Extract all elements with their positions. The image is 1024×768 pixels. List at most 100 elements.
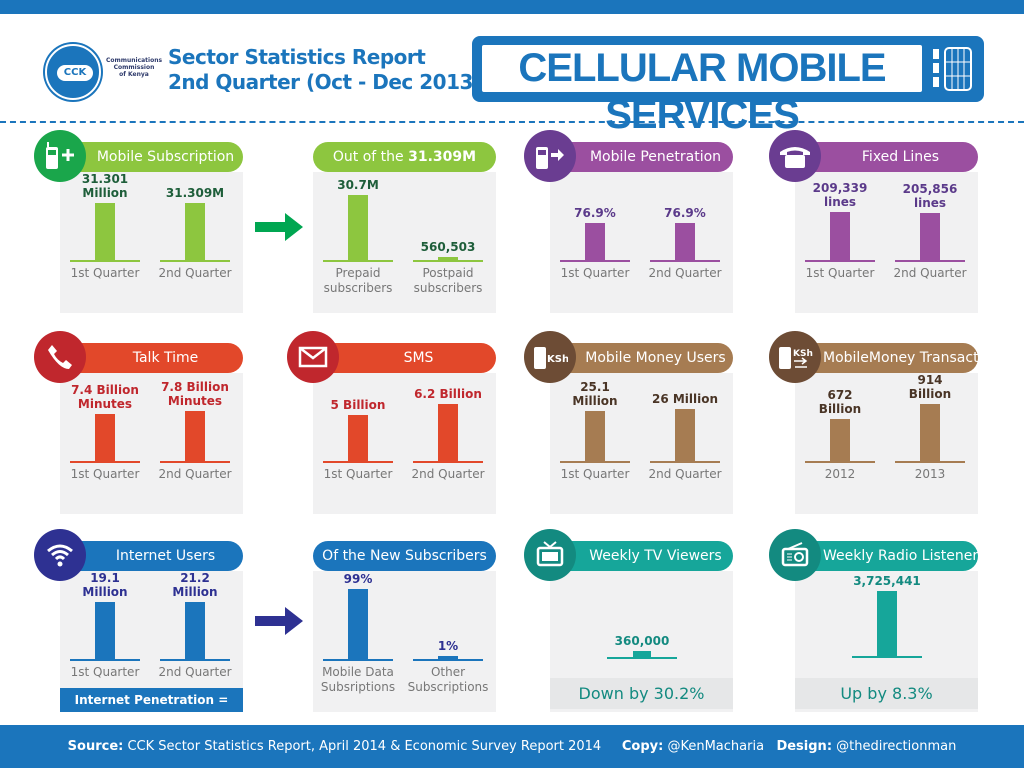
panel-card: 30.7M Prepaid subscribers 560,503 Postpaid … bbox=[313, 172, 496, 313]
panel-sms: SMS 5 Billion 1st Quarter 6.2 Billion 2nd Qu… bbox=[287, 331, 496, 518]
category-label: 2nd Quarter bbox=[158, 665, 232, 679]
baseline bbox=[650, 260, 720, 262]
category-label: 2nd Quarter bbox=[893, 266, 967, 280]
cck-logo: CCK bbox=[45, 44, 101, 100]
panel-header: Mobile Subscription bbox=[60, 142, 243, 172]
panel-weekly-tv-viewers: Weekly TV Viewers 360,000 Down by 30.2% bbox=[524, 529, 733, 716]
baseline bbox=[852, 656, 922, 658]
bar-group: 914 Billion bbox=[895, 373, 965, 463]
baseline bbox=[323, 461, 393, 463]
category-label: 1st Quarter bbox=[560, 266, 630, 280]
bar bbox=[830, 212, 850, 260]
data-label: 6.2 Billion bbox=[414, 387, 482, 401]
bar-group: 672 Billion bbox=[805, 373, 875, 463]
footer: Source: CCK Sector Statistics Report, Ap… bbox=[0, 725, 1024, 768]
panel-card: 209,339 lines 1st Quarter 205,856 lines 2nd… bbox=[795, 172, 978, 313]
panel-card: 19.1 Million 1st Quarter 21.2 Million 2nd Q… bbox=[60, 571, 243, 731]
bar-group: 560,503 bbox=[413, 172, 483, 262]
panel-out-of-the: Out of the 31.309M 30.7M Prepaid subscribe… bbox=[313, 142, 496, 317]
copy-credit: @KenMacharia bbox=[667, 739, 765, 754]
baseline bbox=[70, 260, 140, 262]
panel-header: Mobile Penetration bbox=[550, 142, 733, 172]
change-summary: Down by 30.2% bbox=[550, 678, 733, 709]
tv-icon bbox=[524, 529, 576, 581]
category-label: 2013 bbox=[914, 467, 946, 481]
report-title: Sector Statistics Report 2nd Quarter (Oc… bbox=[168, 45, 482, 95]
category-label: Postpaid subscribers bbox=[413, 266, 483, 295]
baseline bbox=[650, 461, 720, 463]
panel-fixed-lines: Fixed Lines 209,339 lines 1st Quarter 205,8… bbox=[769, 130, 978, 317]
data-label: 76.9% bbox=[574, 206, 616, 220]
baseline bbox=[70, 461, 140, 463]
bar bbox=[185, 602, 205, 660]
baseline bbox=[323, 260, 393, 262]
panel-header: Fixed Lines bbox=[795, 142, 978, 172]
panel-header: Talk Time bbox=[60, 343, 243, 373]
data-label: 3,725,441 bbox=[853, 574, 921, 588]
panel-title: Mobile Penetration bbox=[589, 149, 722, 165]
data-label: 205,856 lines bbox=[902, 182, 958, 210]
arrow-right-icon bbox=[255, 213, 303, 241]
panel-card: 31.301 Million 1st Quarter 31.309M 2nd Quar… bbox=[60, 172, 243, 313]
bar bbox=[95, 602, 115, 659]
baseline bbox=[560, 260, 630, 262]
panel-header: Weekly Radio Listeners bbox=[795, 541, 985, 571]
bar-group: 1% bbox=[413, 571, 483, 661]
bar-group: 26 Million bbox=[650, 373, 720, 463]
internet-penetration: Internet Penetration = 52.3% bbox=[60, 688, 243, 731]
bar bbox=[95, 414, 115, 461]
category-label: 1st Quarter bbox=[560, 467, 630, 481]
category-label: Other Subscriptions bbox=[407, 665, 489, 694]
bar-group: 209,339 lines bbox=[805, 172, 875, 262]
mobile-arrow-icon bbox=[524, 130, 576, 182]
panel-title: Mobile Money Users bbox=[585, 350, 726, 366]
bar-group: 7.4 Billion Minutes bbox=[70, 373, 140, 463]
logo-caption: Communications Commission of Kenya bbox=[105, 57, 163, 78]
category-label: 1st Quarter bbox=[70, 266, 140, 280]
bar bbox=[438, 404, 458, 461]
svg-text:KSh: KSh bbox=[547, 354, 568, 365]
data-label: 99% bbox=[343, 572, 373, 586]
panel-header: SMS bbox=[313, 343, 496, 373]
bar-group: 5 Billion bbox=[323, 373, 393, 463]
baseline bbox=[413, 260, 483, 262]
data-label: 25.1 Million bbox=[572, 380, 618, 408]
baseline bbox=[70, 659, 140, 661]
category-label: 1st Quarter bbox=[323, 467, 393, 481]
data-label: 31.301 Million bbox=[81, 172, 129, 200]
data-label: 7.4 Billion Minutes bbox=[71, 383, 139, 411]
data-label: 30.7M bbox=[337, 178, 379, 192]
panel-title: Weekly TV Viewers bbox=[589, 548, 722, 564]
svg-text:KSh: KSh bbox=[793, 349, 813, 359]
bar bbox=[438, 656, 458, 659]
panel-title: Talk Time bbox=[132, 350, 199, 366]
change-summary: Up by 8.3% bbox=[795, 678, 978, 709]
title-line-1: Sector Statistics Report bbox=[168, 45, 426, 69]
data-label: 21.2 Million bbox=[172, 571, 218, 599]
bar bbox=[585, 411, 605, 461]
bar-group: 21.2 Million bbox=[160, 571, 230, 661]
bar-group: 6.2 Billion bbox=[413, 373, 483, 463]
data-label: 360,000 bbox=[614, 634, 670, 648]
design-credit: @thedirectionman bbox=[836, 739, 957, 754]
baseline bbox=[413, 461, 483, 463]
logo-text: CCK bbox=[57, 65, 93, 81]
telephone-icon bbox=[769, 130, 821, 182]
divider bbox=[0, 121, 1024, 123]
data-label: 914 Billion bbox=[908, 373, 952, 401]
category-label: Prepaid subscribers bbox=[323, 266, 393, 295]
bar-group: 7.8 Billion Minutes bbox=[160, 373, 230, 463]
bar-group: 76.9% bbox=[560, 172, 630, 262]
panel-header: Out of the 31.309M bbox=[313, 142, 496, 172]
bar bbox=[585, 223, 605, 260]
bar bbox=[348, 195, 368, 260]
category-label: 2nd Quarter bbox=[648, 467, 722, 481]
panel-card: 3,725,441 Up by 8.3% bbox=[795, 571, 978, 712]
bar-group: 205,856 lines bbox=[895, 172, 965, 262]
mobile-ksh-transfer-icon: KSh bbox=[769, 331, 821, 383]
panel-mobile-penetration: Mobile Penetration 76.9% 1st Quarter 76.9% 2… bbox=[524, 130, 733, 317]
panel-title: Internet Users bbox=[115, 548, 216, 564]
data-label: 209,339 lines bbox=[812, 181, 868, 209]
baseline bbox=[323, 659, 393, 661]
bar bbox=[438, 257, 458, 260]
